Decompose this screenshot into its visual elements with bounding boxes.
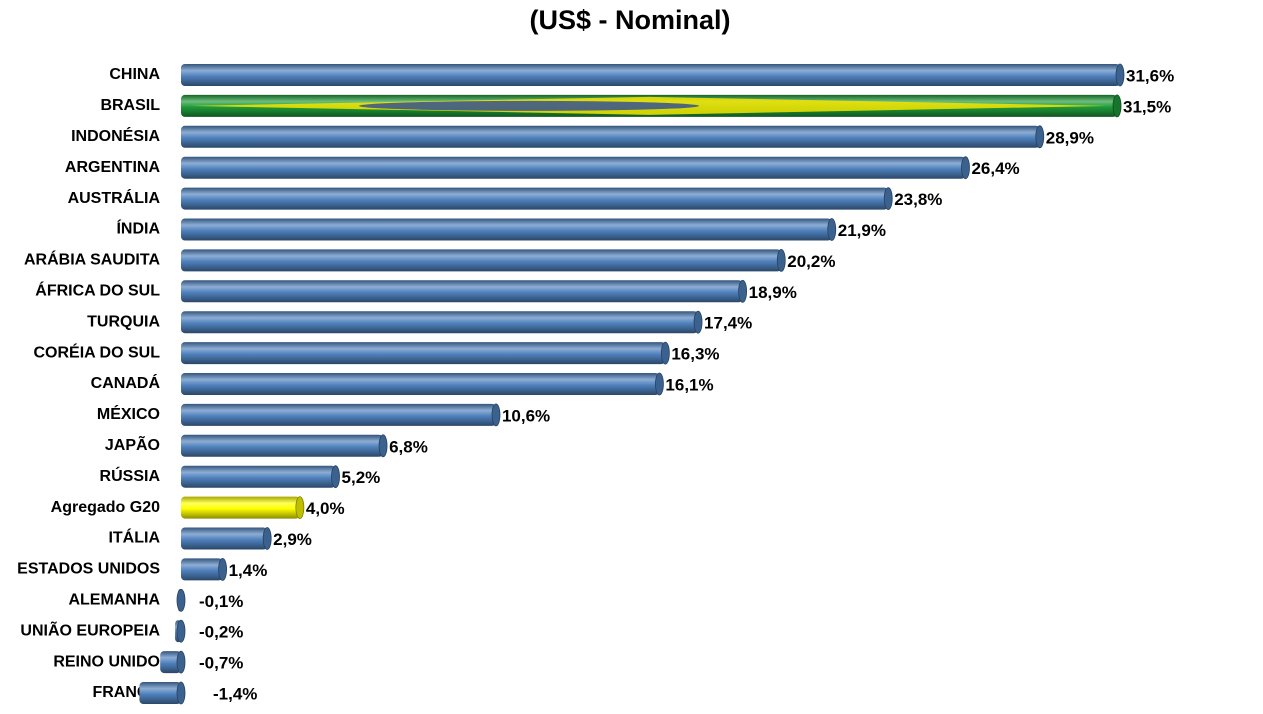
- value-label: 28,9%: [1046, 128, 1094, 147]
- value-label: 4,0%: [306, 499, 345, 518]
- bar-cap: [176, 681, 186, 705]
- category-label: CANADÁ: [91, 373, 161, 392]
- bar-cap: [176, 588, 186, 612]
- category-label: BRASIL: [100, 97, 160, 114]
- bar-cap: [660, 341, 670, 365]
- value-label: -0,2%: [199, 623, 243, 642]
- value-label: 16,3%: [671, 345, 719, 364]
- bar: [181, 373, 660, 395]
- bar-cap: [295, 496, 305, 520]
- bar-cap: [176, 619, 186, 643]
- bar: [181, 218, 832, 241]
- bar: [181, 496, 300, 519]
- bar-cap: [738, 279, 748, 303]
- value-label: 20,2%: [787, 252, 835, 271]
- bar-cap: [776, 248, 786, 272]
- category-label: ÍNDIA: [116, 219, 160, 238]
- category-label: MÉXICO: [97, 404, 160, 423]
- bar-cap: [262, 527, 272, 550]
- category-label: Agregado G20: [51, 499, 160, 516]
- value-label: 16,1%: [665, 375, 713, 394]
- value-label: 23,8%: [894, 190, 942, 209]
- value-label: 31,6%: [1126, 66, 1174, 85]
- bar: [181, 64, 1120, 86]
- bar-cap: [961, 156, 970, 180]
- category-label: ARGENTINA: [65, 159, 161, 176]
- value-label: 5,2%: [342, 468, 381, 487]
- category-label: CORÉIA DO SUL: [33, 342, 160, 361]
- category-label: ESTADOS UNIDOS: [17, 561, 160, 578]
- bar: [181, 311, 699, 334]
- bar-cap: [331, 465, 340, 489]
- bar: [181, 187, 889, 210]
- bar-cap: [1035, 125, 1045, 149]
- bar: [160, 651, 181, 674]
- bar-cap: [378, 434, 388, 458]
- value-label: 1,4%: [229, 561, 268, 580]
- bar-cap: [176, 650, 186, 674]
- value-label: 10,6%: [502, 406, 550, 425]
- category-label: INDONÉSIA: [71, 126, 160, 145]
- value-label: 21,9%: [838, 221, 886, 240]
- bar: [181, 558, 223, 581]
- bar: [181, 156, 966, 179]
- value-label: 2,9%: [273, 530, 312, 549]
- chart-title: (US$ - Nominal): [529, 5, 730, 35]
- bar-cap: [491, 403, 501, 427]
- bar: [181, 249, 782, 272]
- bar: [181, 125, 1040, 148]
- category-label: TURQUIA: [87, 313, 160, 330]
- category-label: ITÁLIA: [108, 528, 160, 547]
- bar-cap: [655, 372, 664, 396]
- bar-cap: [1112, 94, 1122, 118]
- bar: [181, 403, 496, 426]
- bar: [181, 342, 666, 365]
- category-label: RÚSSIA: [100, 466, 161, 485]
- category-label: CHINA: [109, 66, 160, 83]
- bar: [181, 465, 336, 488]
- category-label: ÁFRICA DO SUL: [35, 281, 160, 300]
- bar: [139, 682, 181, 704]
- category-label: ALEMANHA: [68, 592, 160, 609]
- category-label: ARÁBIA SAUDITA: [24, 250, 160, 269]
- category-label: UNIÃO EUROPEIA: [20, 619, 160, 639]
- value-label: 26,4%: [971, 159, 1019, 178]
- value-label: 18,9%: [749, 283, 797, 302]
- bar: [181, 527, 268, 550]
- value-label: -0,1%: [199, 592, 243, 611]
- bar-cap: [883, 187, 893, 211]
- bar-cap: [693, 310, 703, 334]
- bar-cap: [827, 218, 837, 241]
- bar: [181, 434, 384, 457]
- value-label: -0,7%: [199, 654, 243, 673]
- category-label: AUSTRÁLIA: [68, 188, 161, 207]
- category-label: JAPÃO: [105, 434, 160, 454]
- category-label: REINO UNIDO: [53, 653, 160, 670]
- value-label: 6,8%: [389, 437, 428, 456]
- bar-decoration: [359, 100, 700, 111]
- bar-cap: [218, 558, 228, 581]
- bar-cap: [1115, 63, 1125, 87]
- bar: [181, 280, 743, 303]
- value-label: 31,5%: [1123, 97, 1171, 116]
- value-label: -1,4%: [213, 684, 257, 703]
- value-label: 17,4%: [704, 314, 752, 333]
